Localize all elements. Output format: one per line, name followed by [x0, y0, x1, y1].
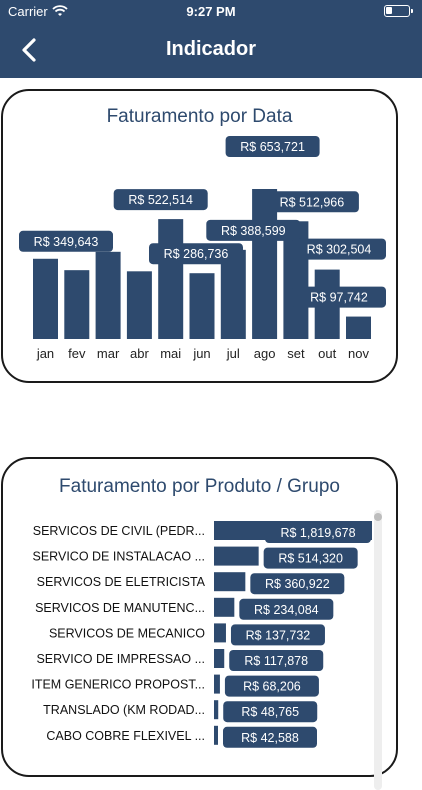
battery-icon	[384, 5, 413, 17]
x-tick-label: jun	[192, 346, 210, 361]
y-tick-label: ITEM GENERICO PROPOST...	[31, 678, 205, 692]
data-label: R$ 653,721	[240, 140, 305, 154]
data-label: R$ 349,643	[34, 235, 99, 249]
data-label: R$ 97,742	[310, 291, 368, 305]
y-tick-label: SERVICOS DE CIVIL (PEDR...	[33, 524, 205, 538]
bar-jan	[33, 258, 58, 339]
y-tick-label: SERVICO DE INSTALACAO ...	[33, 550, 206, 564]
data-label-box	[264, 191, 359, 213]
data-label-box	[113, 189, 208, 211]
data-label-box	[223, 726, 317, 748]
status-time: 9:27 PM	[186, 4, 236, 19]
data-label-box	[292, 286, 386, 308]
data-label: R$ 388,599	[221, 224, 286, 238]
data-label: R$ 522,514	[128, 193, 193, 207]
x-tick-label: jan	[36, 346, 54, 361]
y-tick-label: SERVICOS DE MECANICO	[49, 626, 205, 640]
bar-chart-produto[interactable]: SERVICOS DE CIVIL (PEDR... R$ 1,819,678 SE…	[3, 459, 400, 779]
data-label: R$ 360,922	[265, 577, 330, 591]
x-tick-label: set	[287, 346, 305, 361]
chart-title: Faturamento por Produto / Grupo	[59, 476, 340, 497]
x-tick-label: ago	[254, 346, 276, 361]
x-tick-label: mar	[97, 346, 120, 361]
chart-scrollbar[interactable]	[374, 510, 382, 790]
x-tick-label: mai	[160, 346, 181, 361]
x-tick-label: fev	[68, 346, 86, 361]
data-label: R$ 302,504	[307, 243, 372, 257]
chart-card-faturamento-produto: Faturamento por Produto / Grupo SERVICOS…	[1, 457, 400, 790]
y-tick-label: SERVICO DE IMPRESSAO ...	[36, 652, 205, 666]
data-label: R$ 1,819,678	[280, 526, 355, 540]
bar-produto	[214, 546, 259, 566]
x-tick-label: abr	[130, 346, 149, 361]
bar-chart-data[interactable]: jan fev mar abr mai jun jul ago set out nov R$ 349,…	[3, 91, 400, 385]
app-header: Carrier 9:27 PM Indicador	[0, 0, 422, 78]
data-label-box	[225, 136, 320, 157]
data-label-box	[263, 547, 358, 569]
y-tick-label: SERVICOS DE ELETRICISTA	[37, 575, 206, 589]
bar-jul	[220, 249, 246, 339]
bar-produto	[214, 597, 235, 617]
data-label-box	[223, 701, 318, 723]
chart-card-faturamento-data: Faturamento por Data jan fev mar abr mai jun j…	[1, 89, 398, 383]
data-label-box	[224, 675, 319, 697]
bar-produto	[214, 572, 246, 592]
bar-ago	[252, 189, 278, 339]
data-label: R$ 234,084	[254, 603, 319, 617]
bar-produto	[214, 725, 218, 745]
x-tick-label: nov	[348, 346, 369, 361]
status-bar: Carrier 9:27 PM	[0, 0, 422, 24]
bar-abr	[126, 271, 152, 339]
chevron-left-icon	[22, 38, 36, 62]
data-label-box	[229, 650, 324, 671]
bar-produto	[214, 674, 220, 694]
back-button[interactable]	[16, 36, 44, 64]
data-label: R$ 137,732	[246, 628, 311, 642]
data-label: R$ 117,878	[244, 654, 308, 668]
bar-mar	[95, 251, 121, 339]
y-tick-label: TRANSLADO (KM RODAD...	[43, 703, 205, 717]
data-label-box	[292, 238, 386, 260]
chart-title: Faturamento por Data	[106, 106, 293, 127]
data-label-box	[149, 243, 243, 265]
y-tick-label: CABO COBRE FLEXIVEL ...	[46, 729, 205, 743]
data-label: R$ 68,206	[243, 680, 301, 694]
bar-nov	[346, 316, 371, 339]
x-tick-label: out	[318, 346, 336, 361]
data-label-box	[19, 230, 113, 252]
page-title: Indicador	[165, 38, 256, 60]
data-label-box	[239, 598, 334, 620]
x-tick-label: jul	[226, 346, 240, 361]
data-label: R$ 286,736	[164, 247, 229, 261]
data-label-box	[265, 522, 371, 543]
data-label: R$ 514,320	[278, 552, 343, 566]
data-label: R$ 48,765	[241, 705, 299, 719]
scroll-thumb[interactable]	[374, 513, 382, 521]
data-label: R$ 512,966	[280, 195, 345, 209]
wifi-icon	[52, 5, 68, 16]
bar-fev	[64, 270, 90, 339]
data-label-box	[230, 624, 325, 646]
bar-produto	[214, 623, 226, 643]
bar-produto	[214, 649, 225, 668]
data-label-box	[206, 219, 301, 241]
carrier-label: Carrier	[8, 4, 48, 19]
bar-produto	[214, 700, 219, 720]
y-tick-label: SERVICOS DE MANUTENC...	[35, 601, 205, 615]
bar-jun	[189, 273, 215, 339]
bar-mai	[158, 219, 184, 339]
data-label-box	[250, 573, 345, 595]
data-label: R$ 42,588	[241, 731, 299, 745]
